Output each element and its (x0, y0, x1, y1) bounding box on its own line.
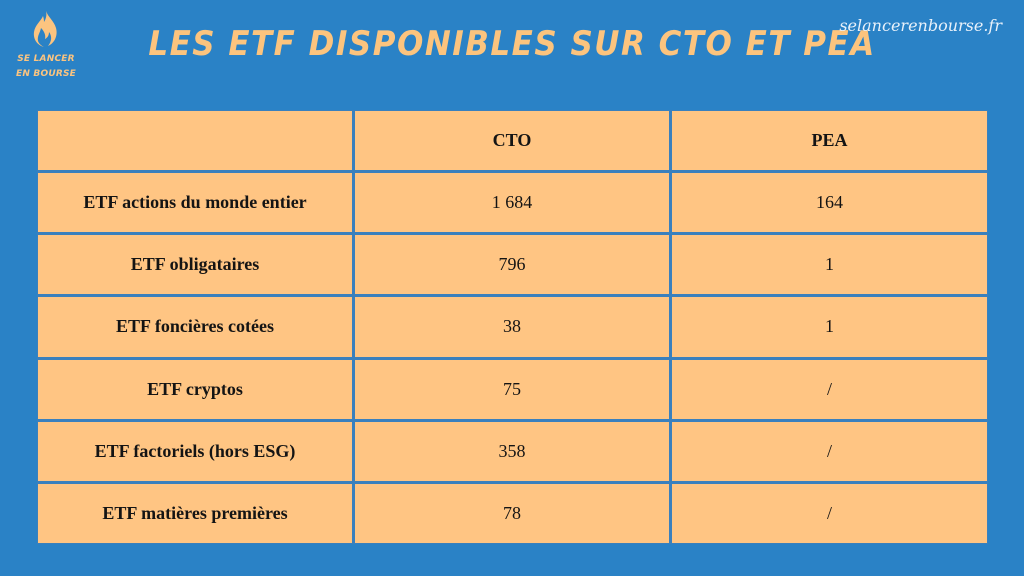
pea-value: / (669, 480, 988, 545)
site-url: selancerenbourse.fr (839, 16, 1002, 35)
table-row: ETF foncières cotées 38 1 (37, 294, 988, 360)
cto-value: 796 (352, 232, 672, 298)
page-title: LES ETF DISPONIBLES SUR CTO ET PEA (148, 24, 876, 64)
table-row: ETF factoriels (hors ESG) 358 / (37, 418, 988, 484)
brand-logo: SE LANCER EN BOURSE (14, 10, 78, 82)
pea-value: / (669, 356, 988, 422)
pea-value: 164 (669, 170, 988, 236)
table-row: ETF actions du monde entier 1 684 164 (37, 170, 988, 236)
row-label: ETF factoriels (hors ESG) (37, 418, 355, 484)
row-label: ETF foncières cotées (37, 294, 355, 360)
header-cell-pea: PEA (669, 109, 988, 174)
row-label: ETF cryptos (37, 356, 355, 422)
row-label: ETF obligataires (37, 232, 355, 298)
header-cell-empty (37, 109, 355, 174)
table-row: ETF matières premières 78 / (37, 480, 988, 545)
table-row: ETF cryptos 75 / (37, 356, 988, 422)
row-label: ETF actions du monde entier (37, 170, 355, 236)
logo-line-1: SE LANCER (17, 54, 75, 64)
cto-value: 38 (352, 294, 672, 360)
pea-value: 1 (669, 232, 988, 298)
row-label: ETF matières premières (37, 480, 355, 545)
pea-value: 1 (669, 294, 988, 360)
table-header-row: CTO PEA (37, 109, 988, 174)
header-cell-cto: CTO (352, 109, 672, 174)
cto-value: 1 684 (352, 170, 672, 236)
cto-value: 78 (352, 480, 672, 545)
table-row: ETF obligataires 796 1 (37, 232, 988, 298)
cto-value: 358 (352, 418, 672, 484)
logo-line-2: EN BOURSE (16, 69, 76, 79)
cto-value: 75 (352, 356, 672, 422)
pea-value: / (669, 418, 988, 484)
flame-icon (33, 11, 57, 47)
etf-comparison-table: CTO PEA ETF actions du monde entier 1 68… (37, 109, 988, 545)
